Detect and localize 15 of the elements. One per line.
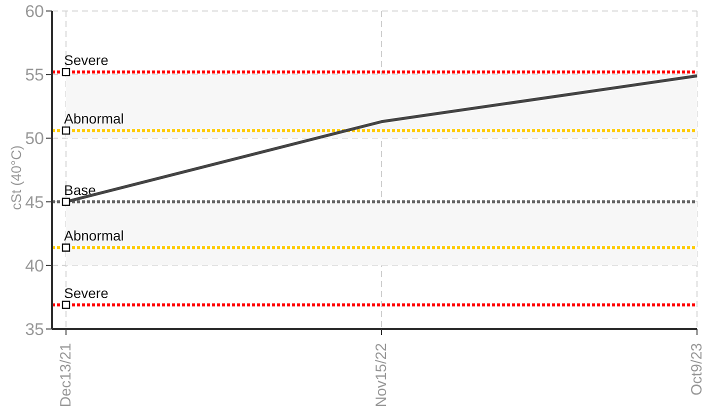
y-tick-label: 60	[25, 2, 44, 22]
ref-line-label: Severe	[64, 52, 109, 68]
y-tick-label: 45	[25, 192, 44, 212]
ref-line-label: Base	[64, 182, 96, 198]
y-axis-title: cSt (40°C)	[8, 145, 24, 210]
y-tick-label: 50	[25, 129, 44, 148]
x-tick-label: Oct9/23	[688, 343, 706, 396]
y-tick-label: 55	[25, 66, 44, 85]
y-tick-label: 35	[25, 320, 44, 340]
y-tick-label: 40	[25, 256, 44, 276]
ref-line-label: Abnormal	[64, 110, 124, 127]
x-tick-label: Dec13/21	[58, 343, 74, 408]
ref-line-label: Severe	[64, 284, 109, 301]
x-tick-label: Nov15/22	[373, 343, 390, 408]
ref-line-label: Abnormal	[64, 228, 124, 244]
